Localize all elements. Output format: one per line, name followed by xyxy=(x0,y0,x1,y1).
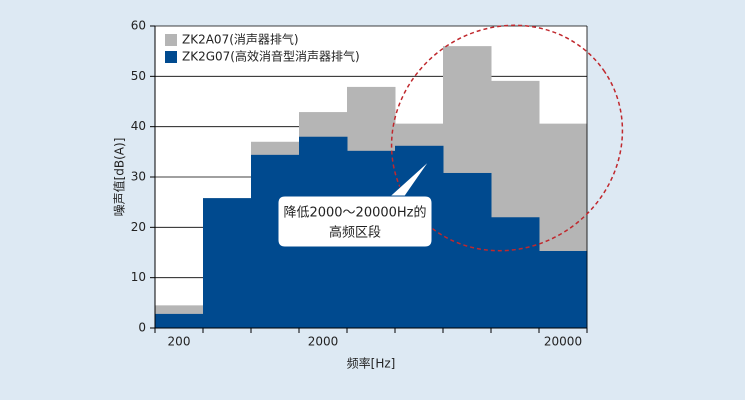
x-tick-label: 2000 xyxy=(308,335,339,349)
bar xyxy=(539,250,588,328)
y-tick-label: 20 xyxy=(131,220,146,234)
x-axis-label: 频率[Hz] xyxy=(347,356,396,371)
y-tick-label: 10 xyxy=(131,270,146,284)
y-axis-label: 噪声值[dB(A)] xyxy=(112,138,127,217)
annotation: 高频区段 xyxy=(329,225,381,241)
bar xyxy=(443,172,492,328)
legend-label: ZK2A07(消声器排气) xyxy=(182,32,299,47)
y-tick-label: 40 xyxy=(131,119,146,133)
bar xyxy=(155,313,204,328)
bar xyxy=(491,217,540,328)
callout xyxy=(277,159,433,248)
y-tick-label: 50 xyxy=(131,69,146,83)
x-tick-label: 200 xyxy=(168,335,191,349)
y-tick-label: 30 xyxy=(131,170,146,184)
bar xyxy=(203,198,252,328)
annotation: 降低2000～20000Hz的 xyxy=(283,205,426,221)
legend-swatch xyxy=(165,34,177,46)
legend-swatch xyxy=(165,51,177,63)
y-tick-label: 0 xyxy=(138,321,146,335)
y-tick-label: 60 xyxy=(131,19,146,33)
legend-label: ZK2G07(高效消音型消声器排气) xyxy=(182,49,360,64)
x-tick-label: 20000 xyxy=(544,335,582,349)
